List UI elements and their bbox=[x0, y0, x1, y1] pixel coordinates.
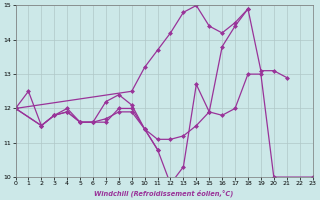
X-axis label: Windchill (Refroidissement éolien,°C): Windchill (Refroidissement éolien,°C) bbox=[94, 189, 234, 197]
